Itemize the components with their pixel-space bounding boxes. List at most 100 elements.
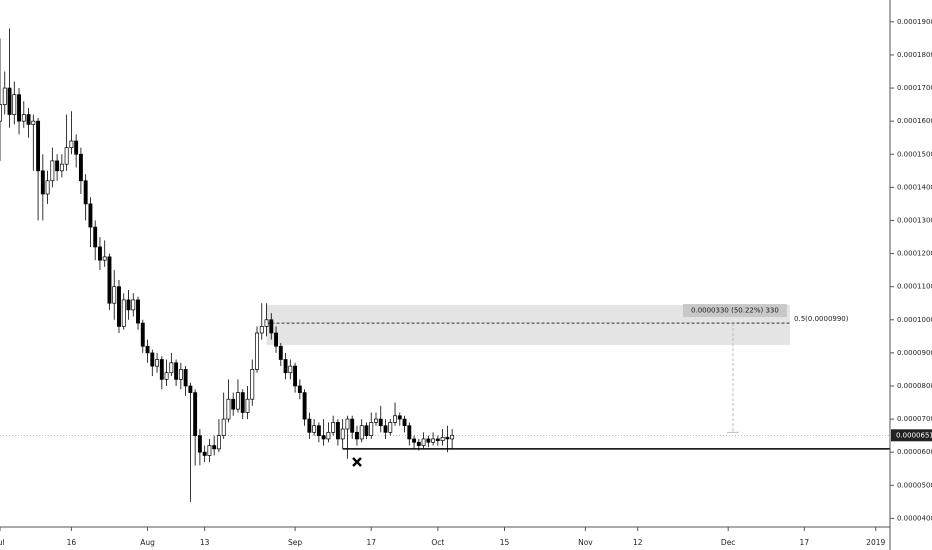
candle-body [402,418,407,427]
candle-body [321,435,326,440]
candle-body [278,345,283,360]
candle-body [178,369,183,380]
candle-body [250,369,255,400]
candle-body [426,438,431,443]
y-tick-label: 0.0000500 [897,481,932,489]
candle-body [0,104,2,122]
candle-body [445,436,450,440]
candle-body [197,435,202,453]
candle-body [297,385,302,393]
candle-body [193,392,198,436]
candle-body [136,299,140,324]
candle-body [431,438,436,443]
candle-body [274,332,278,347]
y-tick-label: 0.0001600 [897,117,932,125]
candle-body [255,332,259,370]
candle-body [316,425,321,436]
candle-body [150,352,155,367]
candle-body [302,392,307,420]
x-tick-label: 2019 [866,538,885,547]
candle-body [69,140,74,148]
candle-body [183,369,188,387]
candle-body [2,87,7,105]
candle-body [26,114,31,125]
candle-body [88,203,93,228]
plot-area [0,28,890,502]
x-tick-label: Dec [721,538,736,547]
last-price-label: 0.0000651 [896,431,932,439]
candle-body [231,398,236,410]
y-tick-label: 0.0001100 [897,283,932,291]
candle-body [364,425,369,436]
candle-body [31,120,36,125]
candle-body [326,431,331,440]
candle-body [169,362,174,374]
candle-body [293,365,298,387]
candle-body [131,299,136,311]
x-tick-label: 12 [633,538,643,547]
candle-body [174,362,179,380]
candle-body [21,114,26,122]
candle-body [83,180,88,205]
candle-body [307,418,312,433]
candle-body [435,438,440,441]
candle-body [202,451,207,456]
candle-body [397,415,402,420]
candle-body [383,425,388,433]
candle-body [388,422,393,433]
x-marker [352,457,362,467]
candle-body [350,418,355,433]
candle-body [345,418,350,430]
candle-body [17,94,21,122]
y-tick-label: 0.0000800 [897,382,932,390]
candle-body [97,246,102,261]
candle-body [340,428,345,440]
candle-body [236,392,240,410]
y-tick-label: 0.0001300 [897,216,932,224]
y-tick-label: 0.0000400 [897,514,932,522]
y-tick-label: 0.0001800 [897,51,932,59]
candle-body [440,436,445,441]
candle-body [359,425,364,440]
candle-body [78,153,83,182]
candle-body [450,434,455,440]
candle-body [212,445,217,450]
y-tick-label: 0.0001000 [897,316,932,324]
candle-body [207,445,212,456]
candle-body [393,415,397,423]
candle-body [59,163,64,172]
candle-body [93,226,98,248]
candle-body [126,299,131,311]
candle-body [74,140,79,155]
candle-body [155,359,160,367]
candle-body [374,418,378,423]
x-tick-label: 15 [500,538,510,547]
measure-label: 0.0000330 (50.22%) 330 [691,307,779,315]
measure-label-box [682,304,787,318]
fib-level-label: 0.5(0.0000990) [794,315,849,323]
x-tick-label: Aug [140,538,155,547]
candle-body [7,87,12,115]
last-price-box [891,429,932,442]
candle-body [221,418,226,436]
candle-body [226,398,231,420]
candle-body [259,326,264,334]
candle-body [40,170,45,195]
x-tick-label: 13 [200,538,210,547]
y-tick-label: 0.0001500 [897,150,932,158]
candle-body [145,345,150,354]
candle-body [264,319,269,327]
candle-body [102,256,107,261]
x-tick-label: 17 [366,538,376,547]
candle-body [355,431,359,440]
y-tick-label: 0.0001200 [897,250,932,258]
candle-body [55,160,60,172]
candle-body [12,94,17,115]
y-tick-label: 0.0000700 [897,415,932,423]
x-tick-label: Nov [578,538,593,547]
candle-body [378,418,383,427]
candle-body [36,120,41,172]
candle-body [64,147,69,165]
candle-body [188,385,193,393]
